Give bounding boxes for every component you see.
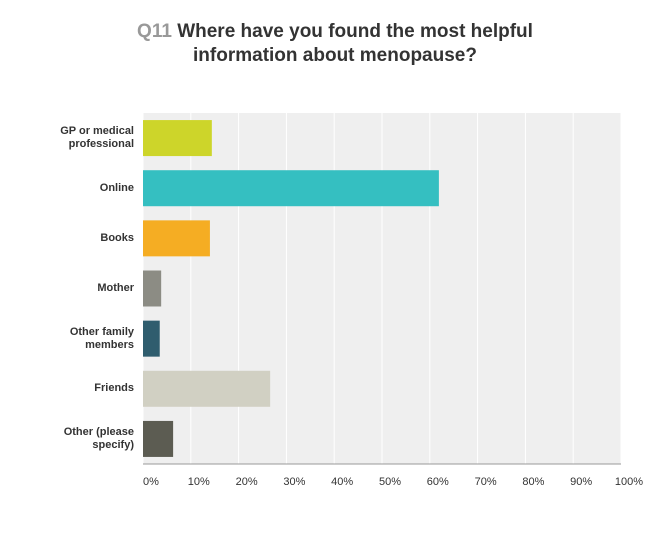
- y-tick-label: Mother: [97, 282, 134, 294]
- x-tick-label: 10%: [188, 476, 210, 488]
- y-tick-label: Online: [99, 181, 134, 194]
- x-tick-label: 30%: [283, 476, 305, 488]
- x-tick-label: 60%: [427, 476, 449, 488]
- x-tick-label: 80%: [522, 476, 544, 488]
- x-tick-label: 20%: [236, 476, 258, 488]
- x-tick-label: 40%: [331, 476, 353, 488]
- bar: [143, 320, 160, 357]
- chart-title-block: Q11 Where have you found the most helpfu…: [100, 20, 570, 68]
- y-tick-label: Other family members: [69, 325, 134, 351]
- x-tick-label: 90%: [570, 476, 592, 488]
- question-number: Q11: [137, 21, 172, 42]
- bar: [143, 370, 271, 407]
- x-tick-label: 0%: [143, 476, 159, 488]
- x-tick-label: 50%: [379, 476, 401, 488]
- y-tick-label: Books: [100, 231, 134, 244]
- bar: [143, 220, 210, 257]
- bar: [143, 420, 174, 457]
- y-tick-label: Other (please specify): [63, 425, 134, 451]
- chart-title: Where have you found the most helpful in…: [177, 21, 533, 66]
- y-tick-label: Friends: [94, 382, 134, 395]
- bar: [143, 120, 212, 157]
- bar: [143, 170, 439, 207]
- y-tick-label: GP or medical professional: [60, 125, 134, 151]
- bar: [143, 270, 162, 307]
- x-tick-label: 70%: [475, 476, 497, 488]
- x-tick-label: 100%: [615, 476, 643, 488]
